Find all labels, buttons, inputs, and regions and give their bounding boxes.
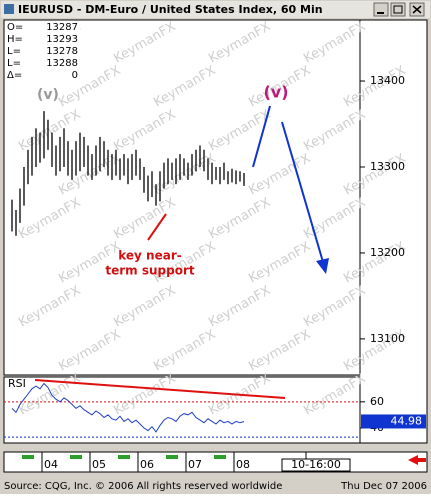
footer-date: Thu Dec 07 2006 [340, 481, 427, 492]
y-tick-label: 13200 [370, 246, 405, 259]
info-label: H= [7, 34, 23, 45]
price-axis [359, 19, 428, 444]
info-label: L= [7, 46, 21, 57]
y-tick-label: 13400 [370, 74, 405, 87]
scroll-segment [70, 455, 82, 459]
plot: O= 13287 H= 13293 L= 13278 L= 13288 Δ= 0 13100 1320… [4, 21, 426, 472]
maximize-button[interactable] [390, 2, 406, 17]
x-tick-label: 04 [44, 458, 58, 471]
y-tick-label: 13300 [370, 160, 405, 173]
info-value: 0 [72, 70, 78, 81]
app-icon [4, 4, 14, 14]
info-label: O= [7, 22, 23, 33]
y-tick-label: 60 [370, 395, 384, 408]
wave-line-down [281, 121, 324, 263]
info-value: 13278 [46, 46, 78, 57]
scroll-segment [22, 455, 34, 459]
info-value: 13293 [46, 34, 78, 45]
rsi-value-box [361, 414, 426, 429]
rsi-panel [3, 376, 361, 444]
support-pointer [147, 213, 167, 241]
maximize-icon [393, 5, 403, 14]
info-label: Δ= [7, 70, 22, 81]
support-label: term support [105, 264, 195, 278]
rsi-value-label: 44.98 [391, 414, 423, 427]
x-tick-label: 06 [140, 458, 154, 471]
close-icon [412, 5, 422, 14]
wave-line-up [252, 105, 271, 168]
info-label: L= [7, 58, 21, 69]
scroll-segment [118, 455, 130, 459]
wave-label: (v) [37, 87, 59, 103]
rsi-line [11, 382, 245, 433]
scroll-arrow[interactable] [408, 455, 426, 465]
info-value: 13287 [46, 22, 78, 33]
x-tick-label: 08 [236, 458, 250, 471]
window-buttons[interactable] [373, 2, 425, 17]
current-time-box [281, 458, 351, 472]
x-tick-label: 05 [92, 458, 106, 471]
scroll-segment [166, 455, 178, 459]
scroll-segment [214, 455, 226, 459]
support-label: key near- [118, 249, 181, 263]
y-tick-label: 13100 [370, 332, 405, 345]
x-tick-label: 07 [188, 458, 202, 471]
wave-label: (v) [263, 83, 288, 102]
footer-source: Source: CQG, Inc. © 2006 All rights rese… [4, 481, 282, 492]
arrow-head [316, 258, 329, 274]
minimize-button[interactable] [373, 2, 389, 17]
info-value: 13288 [46, 58, 78, 69]
rsi-title: RSI [8, 377, 26, 390]
window-title: IEURUSD - DM-Euro / United States Index,… [18, 3, 323, 16]
title-bar [1, 1, 430, 18]
info-box [5, 21, 80, 87]
x-tick-label: 10-16:00 [291, 458, 341, 471]
rsi-trendline [34, 379, 286, 399]
